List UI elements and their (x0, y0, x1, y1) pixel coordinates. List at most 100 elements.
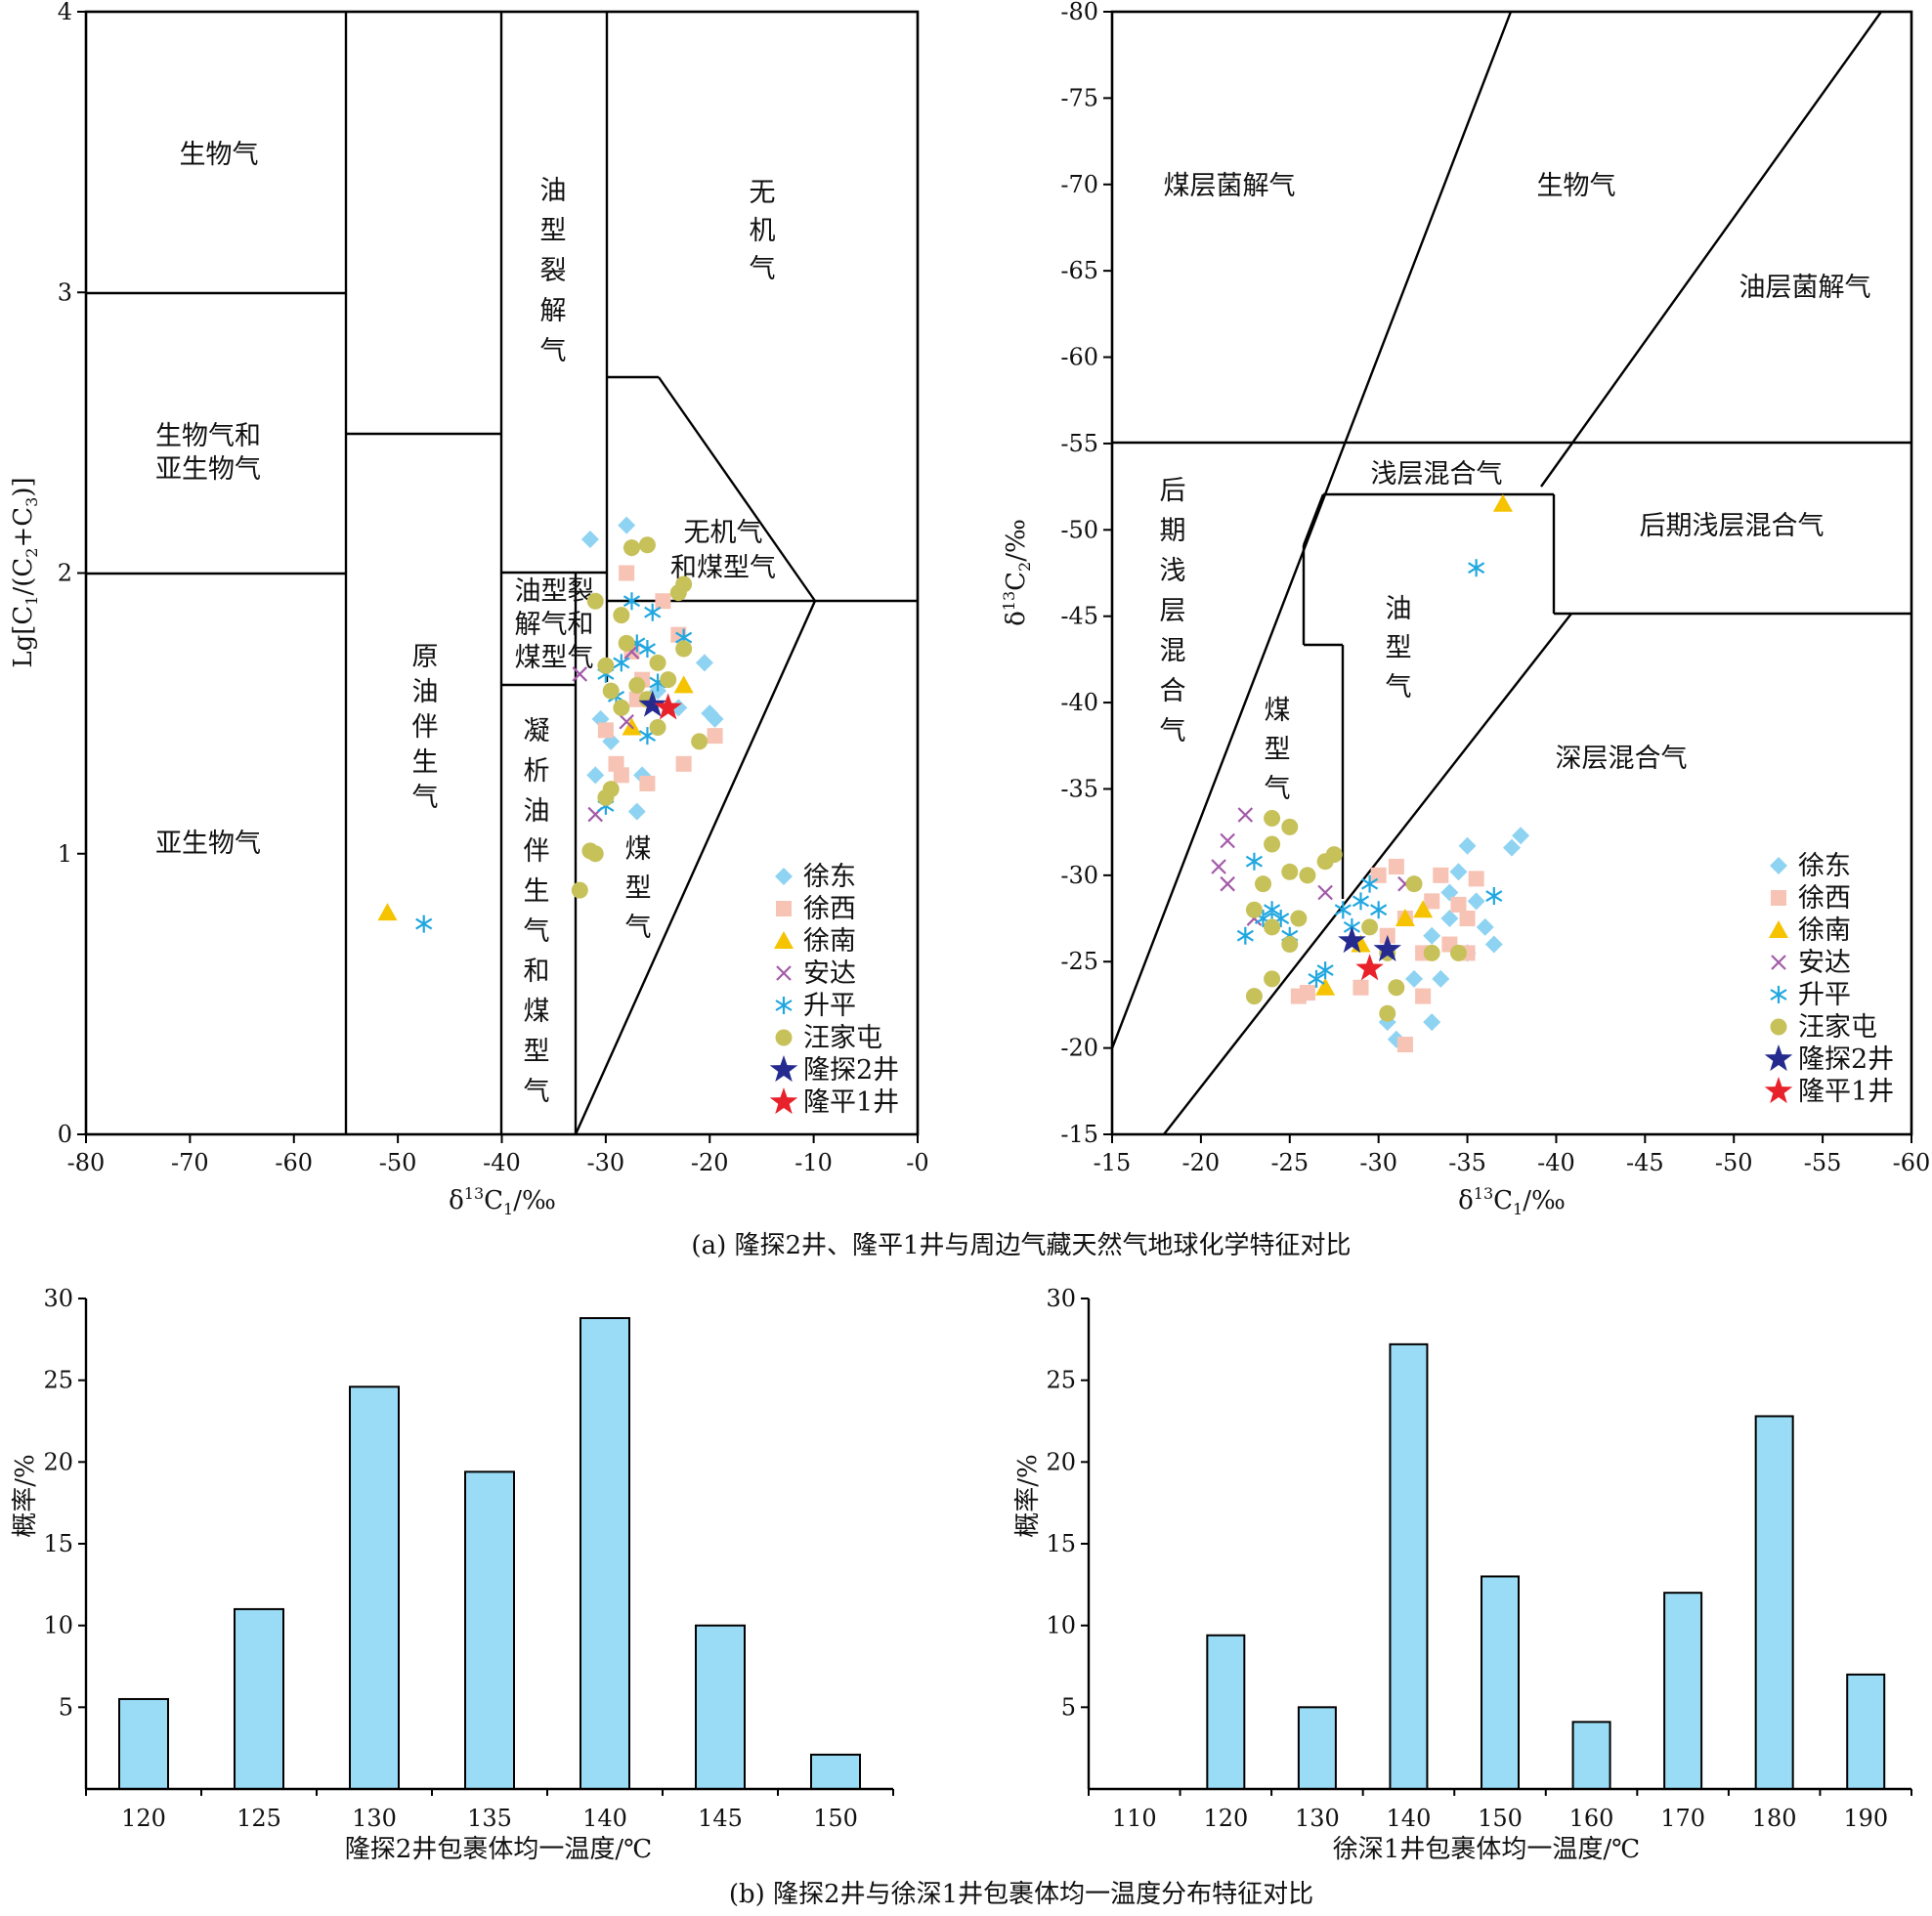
data-point (1264, 918, 1281, 936)
data-point (1264, 901, 1281, 919)
data-point (638, 690, 666, 717)
y-tick-label: 25 (43, 1367, 73, 1394)
x-tick-label: 180 (1752, 1805, 1797, 1832)
data-point (1413, 900, 1434, 918)
legend-label: 升平 (1798, 980, 1851, 1010)
y-tick-label: -60 (1060, 344, 1098, 371)
legend-marker (776, 965, 792, 981)
region-label: 气 (524, 916, 550, 947)
data-point (1388, 979, 1405, 997)
data-point (602, 781, 620, 798)
data-point (1395, 909, 1415, 927)
legend-label: 徐西 (803, 894, 856, 924)
data-point (377, 903, 398, 921)
x-axis-ticks: -80 -70 -60 -50 -40 -30 -20 -10 -0 (67, 1134, 929, 1176)
x-tick-label: 150 (813, 1805, 858, 1832)
legend-label: 汪家屯 (803, 1023, 882, 1053)
data-point (613, 699, 630, 716)
legend-marker (1771, 955, 1786, 970)
caption-a: (a) 隆探2井、隆平1井与周边气藏天然气地球化学特征对比 (691, 1231, 1351, 1260)
legend-label: 徐西 (1798, 883, 1851, 914)
data-point (1370, 867, 1387, 883)
region-label: 生物气 (1537, 171, 1616, 201)
region-label: 无机气 (684, 518, 763, 548)
data-points (377, 516, 724, 933)
data-point (1405, 875, 1423, 893)
region-label: 气 (524, 1077, 550, 1107)
data-point (1281, 863, 1299, 880)
data-point (706, 709, 724, 728)
bars (1206, 1342, 1886, 1791)
y-tick-label: -55 (1060, 430, 1098, 457)
legend-label: 徐南 (1798, 915, 1851, 946)
data-point (1415, 988, 1432, 1004)
data-point (1338, 926, 1366, 954)
region-label: 伴 (524, 836, 550, 867)
y-tick-label: 4 (58, 0, 72, 25)
data-point (1388, 859, 1404, 875)
region-label: 气 (750, 254, 776, 284)
data-point (1245, 852, 1264, 871)
classification-boundaries (1110, 11, 1911, 1135)
y-tick-label: -15 (1060, 1121, 1098, 1148)
data-point (1450, 896, 1467, 913)
data-point (1220, 875, 1235, 892)
x-tick-label: -0 (906, 1149, 928, 1176)
data-point (1264, 835, 1281, 853)
bar (464, 1470, 515, 1790)
data-point (1236, 926, 1254, 945)
y-tick-label: -50 (1060, 516, 1098, 543)
data-point (1361, 918, 1379, 936)
y-tick-label: 20 (43, 1448, 73, 1475)
y-tick-label: -40 (1060, 689, 1098, 716)
region-label: 生物气 (180, 140, 259, 170)
region-label: 机 (750, 216, 776, 246)
region-label: 气 (412, 783, 439, 813)
data-point (1299, 985, 1315, 1001)
y-tick-label: 30 (1046, 1285, 1076, 1312)
data-point (1355, 954, 1384, 981)
legend-label: 徐东 (1798, 851, 1851, 881)
bars (118, 1317, 861, 1791)
data-point (638, 640, 657, 659)
data-point (1485, 887, 1503, 906)
x-axis-label: 徐深1井包裹体均一温度/℃ (1333, 1835, 1640, 1864)
region-label: 生物气和 (155, 421, 261, 451)
legend-label: 隆探2井 (1798, 1044, 1894, 1075)
bar (234, 1607, 284, 1791)
data-point (628, 676, 646, 694)
region-label: 型 (1386, 633, 1412, 663)
region-label: 油层菌解气 (1739, 273, 1871, 303)
data-point (1315, 977, 1336, 996)
region-label: 浅层混合气 (1371, 459, 1503, 490)
data-point (1468, 559, 1485, 577)
data-point (1308, 969, 1325, 988)
x-tick-label: 140 (1387, 1805, 1432, 1832)
data-point (1317, 884, 1333, 901)
data-point (1352, 979, 1369, 996)
y-tick-label: 30 (43, 1285, 73, 1312)
data-point (1360, 874, 1379, 893)
region-label: 亚生物气 (155, 454, 261, 485)
region-label: 生 (412, 747, 439, 778)
data-point (1264, 970, 1281, 988)
region-label: 后 (1160, 476, 1186, 506)
legend-marker (1770, 857, 1787, 874)
region-label: 混 (1160, 636, 1186, 666)
data-point (1423, 926, 1441, 945)
data-point (1503, 838, 1521, 857)
x-tick-label: -50 (1715, 1149, 1753, 1176)
data-point (675, 575, 693, 593)
bar (1206, 1634, 1246, 1790)
data-point (707, 728, 723, 745)
data-point (695, 654, 713, 672)
region-labels: 生物气 生物气和 亚生物气 亚生物气 原 油 伴 生 气 油 型 裂 解 气 无… (155, 140, 776, 1107)
x-axis-label: 隆探2井包裹体均一温度/℃ (345, 1835, 652, 1864)
data-point (1492, 493, 1513, 512)
y-tick-label: 15 (43, 1530, 73, 1557)
data-point (691, 733, 708, 750)
legend-marker (776, 901, 792, 916)
data-point (1245, 988, 1263, 1005)
data-point (618, 634, 635, 652)
